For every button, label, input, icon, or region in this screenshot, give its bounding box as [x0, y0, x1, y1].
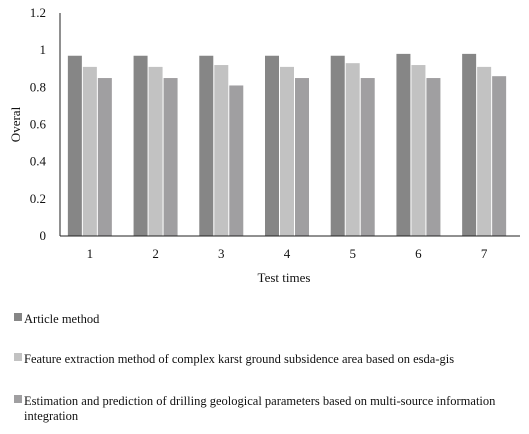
bar-series-3-test-7: [492, 76, 507, 236]
legend-label-article-method: Article method: [24, 312, 100, 326]
bar-series-1-test-3: [199, 55, 214, 236]
x-tick-label: 3: [218, 246, 225, 261]
bar-series-3-test-2: [163, 78, 178, 237]
y-axis-label: Overal: [8, 106, 23, 142]
y-tick-label: 0.4: [30, 154, 47, 169]
bar-series-3-test-6: [426, 78, 441, 237]
y-tick-label: 1.2: [30, 5, 46, 20]
x-tick-label: 6: [415, 246, 422, 261]
x-tick-label: 4: [284, 246, 291, 261]
legend-label-estimation-prediction: Estimation and prediction of drilling ge…: [24, 394, 496, 423]
bar-series-1-test-1: [67, 55, 82, 236]
bar-series-2-test-3: [214, 65, 229, 237]
bars-group: [67, 53, 507, 237]
bar-series-1-test-7: [462, 53, 477, 237]
y-tick-label: 0: [40, 228, 47, 243]
legend-swatch-estimation-prediction: [14, 395, 22, 403]
legend-label-feature-extraction: Feature extraction method of complex kar…: [24, 352, 455, 366]
x-axis-label: Test times: [258, 270, 311, 285]
x-tick-label: 5: [349, 246, 356, 261]
y-tick-label: 0.8: [30, 79, 46, 94]
legend-swatch-article-method: [14, 313, 22, 321]
y-tick-label: 1: [40, 42, 47, 57]
legend-swatch-feature-extraction: [14, 353, 22, 361]
bar-series-2-test-4: [280, 66, 294, 237]
x-tick-label: 1: [87, 246, 94, 261]
x-tick-label: 2: [152, 246, 159, 261]
bar-series-1-test-2: [133, 55, 148, 236]
bar-series-3-test-3: [229, 85, 244, 236]
y-tick-label: 0.2: [30, 191, 46, 206]
legend-item-feature-extraction: Feature extraction method of complex kar…: [14, 352, 454, 367]
bar-series-2-test-1: [82, 66, 97, 237]
legend-item-estimation-prediction: Estimation and prediction of drilling ge…: [14, 394, 524, 424]
bar-series-2-test-7: [477, 66, 492, 237]
bar-series-3-test-4: [295, 78, 309, 237]
bar-series-1-test-5: [330, 55, 345, 236]
x-tick-label: 7: [481, 246, 488, 261]
bar-series-2-test-5: [345, 63, 360, 236]
y-tick-labels: 0 0.2 0.4 0.6 0.8 1 1.2: [30, 5, 47, 243]
bar-series-1-test-6: [396, 53, 411, 237]
x-tick-labels: 1 2 3 4 5 6 7: [87, 246, 488, 261]
bar-chart: 0 0.2 0.4 0.6 0.8 1 1.2 1 2 3 4 5 6 7 Test times Ove…: [8, 5, 520, 285]
y-tick-label: 0.6: [30, 117, 47, 132]
bar-series-3-test-1: [97, 78, 112, 237]
bar-series-1-test-4: [265, 55, 279, 236]
bar-series-3-test-5: [360, 78, 375, 237]
bar-series-2-test-2: [148, 66, 163, 237]
legend-item-article-method: Article method: [14, 312, 99, 327]
bar-series-2-test-6: [411, 65, 426, 237]
